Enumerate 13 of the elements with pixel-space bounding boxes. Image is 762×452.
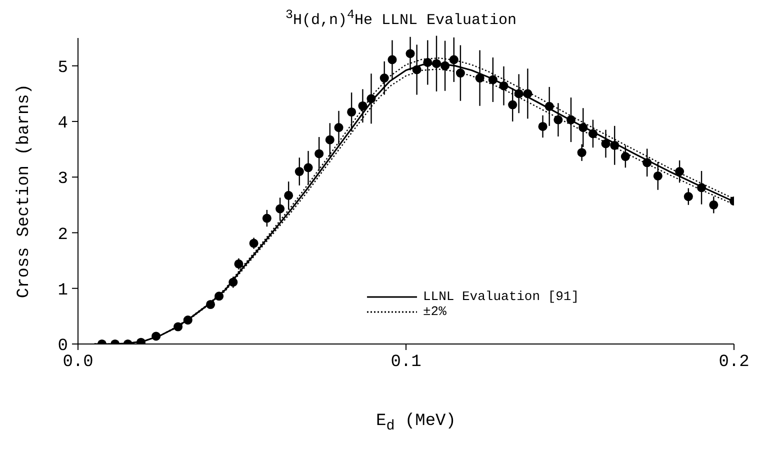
y-axis-title: Cross Section (barns) (15, 84, 34, 298)
x-tick-label: 0.2 (718, 353, 750, 372)
x-tick-label: 0.1 (390, 353, 422, 372)
chart-title: $^{3}$H(d,n)$^{4}$He LLNL Evaluation (284, 8, 518, 31)
y-tick-label: 5 (58, 58, 68, 78)
x-tick-label: 0.0 (62, 353, 94, 372)
y-tick-label: 1 (58, 281, 68, 300)
y-tick-label: 4 (58, 114, 68, 134)
legend-label: ±2% (423, 304, 446, 319)
y-tick-label: 2 (58, 226, 68, 245)
x-axis-title: E$_{d}$ (MeV) (375, 412, 457, 434)
y-tick-label: 3 (58, 170, 68, 190)
legend-label: LLNL Evaluation [91] (423, 289, 580, 304)
